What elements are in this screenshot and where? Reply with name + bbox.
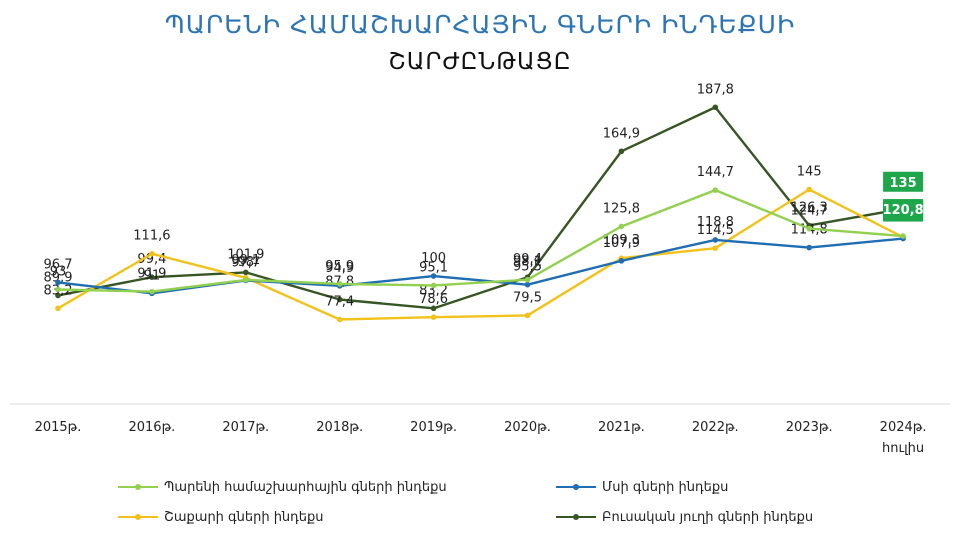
series-food-data-label: 125,8 (603, 201, 640, 216)
series-food-data-label: 91,9 (137, 267, 166, 282)
series-food-data-label: 124,7 (791, 204, 828, 219)
x-tick-label-sub: հուլիս (882, 441, 924, 456)
series-vegetable-oil-point (149, 274, 155, 281)
x-tick-label: 2024թ. (880, 420, 927, 435)
x-tick-label: 2016թ. (128, 420, 175, 435)
series-sugar-data-label: 77,4 (325, 294, 354, 309)
legend-swatch-meat-index (556, 482, 596, 492)
series-meat-point (55, 279, 61, 286)
x-tick-label: 2022թ. (692, 420, 739, 435)
series-vegetable-oil-data-label: 164,9 (603, 126, 640, 141)
series-meat-data-label: 96,7 (44, 257, 73, 272)
series-sugar-point (55, 305, 61, 312)
series-food-line (57, 188, 904, 293)
x-tick-label: 2020թ. (504, 420, 551, 435)
series-meat-data-label: 100 (421, 251, 446, 266)
series-food-point (712, 187, 719, 193)
series-meat-data-label: 91 (144, 268, 161, 283)
series-food-last-label-box (883, 199, 924, 220)
series-vegetable-oil-data-label: 187,8 (697, 82, 734, 97)
series-meat-data-label: 95,5 (513, 260, 542, 275)
series-meat-point (806, 244, 812, 251)
x-tick-label: 2017թ. (222, 420, 269, 435)
series-vegetable-oil-point (712, 104, 719, 111)
series-sugar-point (712, 245, 719, 251)
series-food-point (430, 282, 437, 289)
series-sugar-data-label: 99,1 (231, 253, 260, 268)
series-meat-point (618, 258, 625, 264)
legend-swatch-food-index (118, 482, 158, 492)
series-meat-point (430, 273, 437, 279)
series-food-data-label: 120,8 (883, 203, 924, 218)
line-chart: 2015թ. 2016թ. 2017թ. 2018թ. 2019թ. 2020թ. 2021… (10, 82, 950, 456)
series-vegetable-oil-data-label: 101,9 (227, 247, 264, 262)
series-vegetable-oil-data-label: 89,9 (44, 270, 73, 285)
series-food-point (900, 233, 906, 239)
series-vegetable-oil-data-label: 99,4 (513, 252, 542, 267)
series-vegetable-oil-point (55, 292, 61, 299)
series-food-data-label: 144,7 (697, 165, 734, 180)
series-meat-data-label: 94,9 (325, 261, 354, 276)
series-sugar-data-label: 79,5 (513, 290, 542, 305)
series-food-data-label: 95,1 (419, 260, 448, 275)
legend-item-vegetable-oil-index: Բուսական յուղի գների ինդեքս (556, 506, 813, 528)
legend-label-meat-index: Մսի գների ինդեքս (602, 479, 729, 495)
series-sugar-data-label: 145 (797, 165, 822, 180)
series-food-data-label: 93 (50, 265, 67, 280)
series-sugar-data-label: 114,5 (697, 223, 734, 238)
series-sugar-data-label: 109,3 (603, 233, 640, 248)
legend-item-sugar-index: Շաքարի գների ինդեքս (118, 506, 324, 528)
series-sugar-data-label: 78,6 (419, 292, 448, 307)
series-vegetable-oil-point (336, 296, 343, 303)
x-tick-label: 2021թ. (598, 420, 645, 435)
series-vegetable-oil-line (57, 106, 904, 310)
chart-legend: Պարենի համաշխարհային գների ինդեքս Մսի գն… (0, 470, 960, 540)
legend-label-sugar-index: Շաքարի գների ինդեքս (164, 509, 324, 525)
series-food-point (55, 286, 61, 293)
series-vegetable-oil-point (618, 148, 625, 155)
series-food-point (806, 225, 812, 232)
series-meat-data-label: 107,9 (603, 236, 640, 251)
legend-item-meat-index: Մսի գների ինդեքս (556, 476, 728, 498)
series-sugar-data-label: 111,6 (133, 229, 170, 244)
series-sugar-line (57, 188, 904, 321)
series-meat-line (57, 237, 904, 295)
legend-label-vegetable-oil-index: Բուսական յուղի գների ինդեքս (602, 509, 814, 525)
series-food-point (243, 277, 249, 283)
series-food-data-label: 98,1 (513, 255, 542, 270)
x-tick-label: 2015թ. (35, 420, 82, 435)
chart-title: ՊԱՐԵՆԻ ՀԱՄԱՇԽԱՐՀԱՅԻՆ ԳՆԵՐԻ ԻՆԴԵՔՍԻ (164, 10, 796, 39)
legend-label-food-index: Պարենի համաշխարհային գների ինդեքս (164, 479, 447, 495)
chart-subtitle: ՇԱՐԺԸՆԹԱՑԸ (388, 49, 572, 75)
series-sugar-point (149, 250, 155, 257)
series-sugar-point (336, 316, 343, 323)
legend-swatch-vegetable-oil-index (556, 512, 596, 522)
series-vegetable-oil-data-label: 126,3 (791, 200, 828, 215)
series-meat-data-label: 97,7 (231, 255, 260, 270)
legend-item-food-index: Պարենի համաշխարհային գների ինդեքս (118, 476, 447, 498)
series-vegetable-oil-point (430, 305, 437, 312)
series-food-point (149, 288, 155, 295)
series-food-data-label: 98 (238, 255, 255, 270)
series-sugar-point (430, 314, 437, 320)
series-food-data-label: 95,9 (325, 259, 354, 274)
x-tick-label: 2023թ. (786, 420, 833, 435)
series-sugar-point (806, 186, 812, 193)
series-food-point (336, 281, 343, 287)
series-vegetable-oil-data-label: 135 (890, 176, 917, 191)
series-sugar-point (524, 312, 531, 319)
x-tick-label: 2018թ. (316, 420, 363, 435)
series-food-point (524, 276, 531, 283)
legend-swatch-sugar-index (118, 512, 158, 522)
series-vegetable-oil-data-label: 83,2 (419, 283, 448, 298)
series-meat-point (712, 237, 719, 243)
series-vegetable-oil-point (243, 269, 249, 276)
series-meat-data-label: 118,8 (697, 215, 734, 230)
series-food-point (618, 223, 625, 230)
series-vegetable-oil-last-label-box (883, 171, 924, 192)
series-meat-point (524, 281, 531, 288)
x-tick-label: 2019թ. (410, 420, 457, 435)
